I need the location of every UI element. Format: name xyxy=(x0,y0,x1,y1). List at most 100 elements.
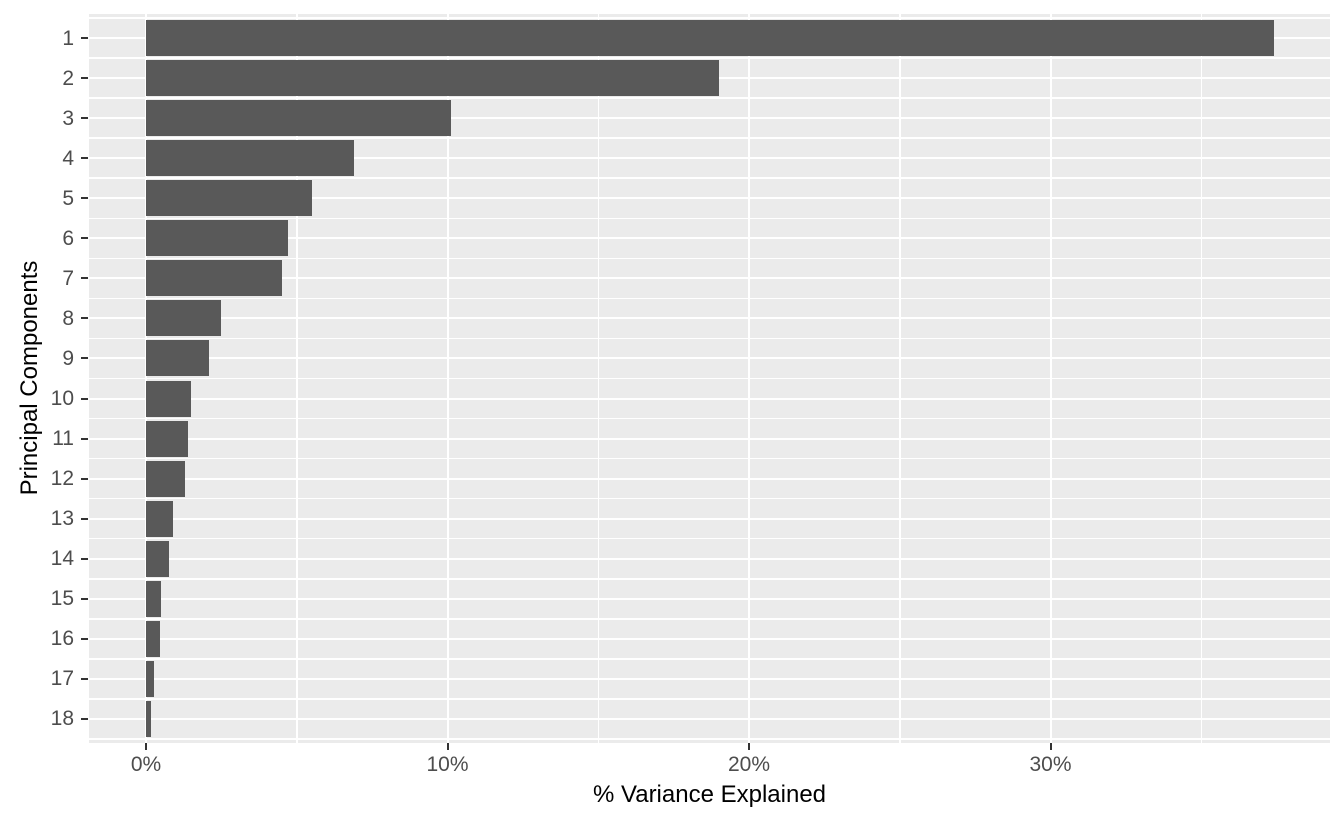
y-tick-label: 10 xyxy=(50,387,74,411)
gridline-horizontal-major xyxy=(89,197,1330,200)
y-tick-label: 13 xyxy=(50,507,74,531)
gridline-horizontal-minor xyxy=(89,417,1330,420)
bar-pc-13 xyxy=(146,500,174,537)
y-tick-label: 4 xyxy=(62,146,74,170)
bar-pc-6 xyxy=(146,220,288,257)
bar-pc-12 xyxy=(146,460,186,497)
y-axis-tick xyxy=(81,157,88,160)
y-axis-title: Principal Components xyxy=(16,260,43,496)
bar-pc-16 xyxy=(146,620,161,657)
x-axis-tick xyxy=(1049,743,1052,750)
y-axis-tick xyxy=(81,677,88,680)
y-axis-tick xyxy=(81,397,88,400)
gridline-horizontal-major xyxy=(89,277,1330,280)
gridline-horizontal-major xyxy=(89,237,1330,240)
gridline-horizontal-minor xyxy=(89,537,1330,540)
y-axis-tick xyxy=(81,637,88,640)
y-axis-tick xyxy=(81,277,88,280)
y-tick-label: 2 xyxy=(62,66,74,90)
y-axis-tick xyxy=(81,517,88,520)
bar-pc-18 xyxy=(146,700,151,737)
gridline-horizontal-minor xyxy=(89,257,1330,260)
y-tick-label: 16 xyxy=(50,627,74,651)
y-tick-label: 9 xyxy=(62,346,74,370)
y-axis-tick xyxy=(81,477,88,480)
gridline-horizontal-minor xyxy=(89,497,1330,500)
x-tick-label: 0% xyxy=(130,753,162,776)
gridline-horizontal-major xyxy=(89,437,1330,440)
bar-pc-2 xyxy=(146,60,719,97)
gridline-horizontal-minor xyxy=(89,17,1330,19)
bar-pc-7 xyxy=(146,260,282,297)
y-tick-label: 1 xyxy=(62,26,74,50)
gridline-horizontal-major xyxy=(89,117,1330,120)
y-axis-tick xyxy=(81,197,88,200)
gridline-horizontal-major xyxy=(89,517,1330,520)
y-tick-label: 6 xyxy=(62,226,74,250)
y-tick-label: 17 xyxy=(50,667,74,691)
y-axis-tick xyxy=(81,237,88,240)
x-axis-tick xyxy=(748,743,750,750)
bar-pc-11 xyxy=(146,420,189,457)
gridline-horizontal-minor xyxy=(89,57,1330,59)
gridline-horizontal-major xyxy=(89,157,1330,160)
gridline-horizontal-minor xyxy=(89,217,1330,220)
y-axis-tick xyxy=(81,717,88,720)
gridline-horizontal-major xyxy=(89,717,1330,720)
y-axis-tick xyxy=(81,117,88,120)
bar-pc-1 xyxy=(146,20,1274,57)
bar-pc-9 xyxy=(146,340,210,377)
gridline-horizontal-minor xyxy=(89,658,1330,660)
bar-pc-17 xyxy=(146,660,155,697)
gridline-horizontal-minor xyxy=(89,297,1330,300)
gridline-horizontal-major xyxy=(89,477,1330,480)
gridline-horizontal-major xyxy=(89,637,1330,640)
gridline-horizontal-major xyxy=(89,677,1330,680)
gridline-horizontal-minor xyxy=(89,578,1330,580)
y-axis-tick xyxy=(81,357,88,360)
y-tick-label: 11 xyxy=(52,427,74,451)
y-tick-label: 18 xyxy=(50,707,74,731)
y-tick-label: 5 xyxy=(62,186,74,210)
plot-panel xyxy=(89,14,1330,743)
y-tick-label: 14 xyxy=(50,547,74,571)
y-axis-tick xyxy=(81,77,88,80)
gridline-horizontal-minor xyxy=(89,337,1330,340)
y-axis-tick xyxy=(81,597,88,600)
bar-pc-8 xyxy=(146,300,222,337)
y-tick-label: 8 xyxy=(62,306,74,330)
bar-pc-10 xyxy=(146,380,192,417)
gridline-horizontal-major xyxy=(89,397,1330,400)
gridline-horizontal-major xyxy=(89,597,1330,600)
x-axis-tick xyxy=(145,743,147,750)
x-tick-label: 20% xyxy=(727,753,771,776)
gridline-horizontal-minor xyxy=(89,738,1330,740)
gridline-horizontal-minor xyxy=(89,618,1330,620)
y-axis-tick xyxy=(81,557,88,560)
x-axis-tick xyxy=(446,743,449,750)
gridline-horizontal-major xyxy=(89,557,1330,560)
y-tick-label: 7 xyxy=(62,266,74,290)
x-tick-label: 30% xyxy=(1029,753,1072,776)
gridline-horizontal-major xyxy=(89,317,1330,320)
y-axis-tick xyxy=(81,37,88,40)
y-axis-tick xyxy=(81,317,88,320)
y-axis-tick xyxy=(81,437,88,440)
gridline-horizontal-minor xyxy=(89,137,1330,139)
bar-pc-4 xyxy=(146,140,355,177)
bar-pc-5 xyxy=(146,180,312,217)
gridline-horizontal-minor xyxy=(89,177,1330,179)
gridline-horizontal-major xyxy=(89,357,1330,360)
y-tick-label: 15 xyxy=(50,587,74,611)
y-tick-label: 12 xyxy=(50,467,74,491)
y-tick-label: 3 xyxy=(62,106,74,130)
gridline-horizontal-minor xyxy=(89,377,1330,380)
bar-pc-3 xyxy=(146,100,451,137)
gridline-horizontal-minor xyxy=(89,698,1330,700)
x-tick-label: 10% xyxy=(426,753,469,776)
x-axis-title: % Variance Explained xyxy=(592,781,827,808)
bar-pc-14 xyxy=(146,540,169,577)
gridline-horizontal-minor xyxy=(89,97,1330,99)
gridline-horizontal-minor xyxy=(89,457,1330,460)
